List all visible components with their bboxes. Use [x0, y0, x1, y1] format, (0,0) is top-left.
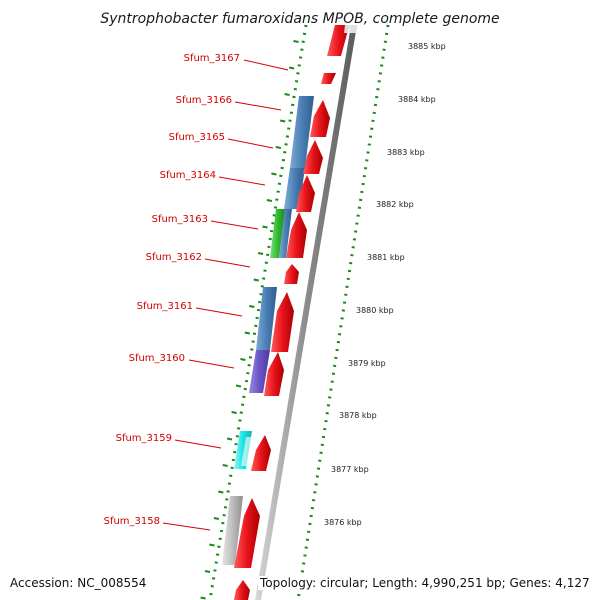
gene-label-sfum-3166[interactable]: Sfum_3166 [176, 95, 232, 106]
inner-dotted-ring [208, 24, 308, 600]
gene-leader-lines [162, 59, 289, 531]
inner-tick [266, 199, 273, 202]
cds-arrow-sfum-3167[interactable] [321, 73, 336, 84]
leader-sfum-3159 [174, 439, 222, 449]
inner-tick [226, 437, 233, 441]
leader-sfum-3165 [227, 138, 274, 149]
cog-box-sfum-3163-blue[interactable] [279, 209, 292, 258]
kbp-label-3880: 3880 kbp [356, 306, 394, 315]
gene-label-sfum-3159[interactable]: Sfum_3159 [116, 433, 172, 444]
cds-arrow-sfum-3158[interactable] [234, 498, 260, 568]
inner-tick [235, 384, 242, 388]
kbp-scale: 3885 kbp 3884 kbp 3883 kbp 3882 kbp 3881… [324, 42, 446, 527]
gene-label-sfum-3163[interactable]: Sfum_3163 [152, 214, 208, 225]
inner-tick [293, 40, 299, 43]
map-title: Syntrophobacter fumaroxidans MPOB, compl… [100, 11, 499, 27]
leader-sfum-3158 [162, 522, 211, 531]
inner-tick [275, 146, 281, 149]
cds-arrow-bottom[interactable] [234, 580, 250, 600]
gene-labels: Sfum_3167 Sfum_3166 Sfum_3165 Sfum_3164 … [104, 53, 240, 527]
kbp-label-3879: 3879 kbp [348, 359, 386, 368]
inner-tick [200, 596, 206, 600]
inner-tick [288, 66, 295, 70]
cds-arrow-sfum-3166[interactable] [310, 100, 330, 137]
kbp-label-3883: 3883 kbp [387, 148, 425, 157]
cds-arrow-sfum-3161[interactable] [271, 292, 294, 352]
cds-arrow-sfum-3164[interactable] [296, 175, 315, 212]
inner-tick [218, 490, 224, 494]
gene-label-sfum-3165[interactable]: Sfum_3165 [169, 132, 225, 143]
cog-box-sfum-3164[interactable] [286, 170, 303, 206]
inner-tick [280, 119, 286, 123]
inner-tick [222, 464, 228, 467]
kbp-label-3878: 3878 kbp [339, 411, 377, 420]
kbp-label-3885: 3885 kbp [408, 42, 446, 51]
kbp-label-3884: 3884 kbp [398, 95, 436, 104]
leader-sfum-3163 [210, 220, 259, 230]
leader-sfum-3166 [234, 101, 282, 111]
kbp-label-3876: 3876 kbp [324, 518, 362, 527]
cog-box-sfum-3159-b[interactable] [241, 437, 253, 466]
cds-arrow-sfum-3163[interactable] [286, 212, 307, 258]
cog-box-sfum-3161[interactable] [256, 287, 277, 350]
cds-arrow-sfum-3159[interactable] [251, 435, 271, 471]
cog-feature-ring [222, 96, 314, 565]
inner-tick [284, 93, 290, 96]
gene-label-sfum-3167[interactable]: Sfum_3167 [184, 53, 240, 64]
leader-sfum-3167 [243, 59, 289, 71]
inner-tick [262, 225, 268, 229]
outer-dotted-ring [296, 24, 390, 600]
topology-text: Topology: circular; Length: 4,990,251 bp… [258, 576, 592, 590]
inner-tick [240, 358, 246, 361]
cds-arrow-sfum-3162[interactable] [284, 264, 299, 284]
inner-tick-marks [200, 40, 299, 600]
inner-tick [204, 570, 211, 573]
forward-cds-ring [234, 25, 350, 600]
inner-tick [244, 331, 250, 335]
inner-tick [249, 305, 255, 308]
inner-tick [213, 517, 220, 520]
backbone-top-highlight [344, 25, 358, 33]
cds-arrow-sfum-3160[interactable] [264, 352, 284, 396]
cog-box-sfum-3166[interactable] [290, 96, 314, 168]
cds-arrow-sfum-3165[interactable] [303, 140, 323, 174]
inner-tick [257, 252, 264, 255]
kbp-label-3882: 3882 kbp [376, 200, 414, 209]
genome-backbone [255, 25, 357, 600]
inner-tick [209, 543, 215, 547]
accession-text: Accession: NC_008554 [8, 576, 149, 590]
cog-box-sfum-3160[interactable] [249, 350, 270, 393]
inner-tick [231, 411, 237, 414]
leader-sfum-3161 [195, 307, 243, 317]
leader-sfum-3164 [218, 176, 266, 186]
gene-label-sfum-3158[interactable]: Sfum_3158 [104, 516, 160, 527]
cog-box-sfum-3158[interactable] [222, 496, 243, 565]
leader-sfum-3160 [188, 359, 235, 369]
kbp-label-3881: 3881 kbp [367, 253, 405, 262]
gene-label-sfum-3164[interactable]: Sfum_3164 [160, 170, 216, 181]
inner-tick [271, 172, 277, 176]
cog-box-sfum-3163-green[interactable] [270, 209, 285, 258]
gene-label-sfum-3162[interactable]: Sfum_3162 [146, 252, 202, 263]
kbp-label-3877: 3877 kbp [331, 465, 369, 474]
gene-label-sfum-3161[interactable]: Sfum_3161 [137, 301, 193, 312]
gene-label-sfum-3160[interactable]: Sfum_3160 [129, 353, 185, 364]
leader-sfum-3162 [204, 258, 251, 268]
inner-tick [253, 278, 259, 282]
